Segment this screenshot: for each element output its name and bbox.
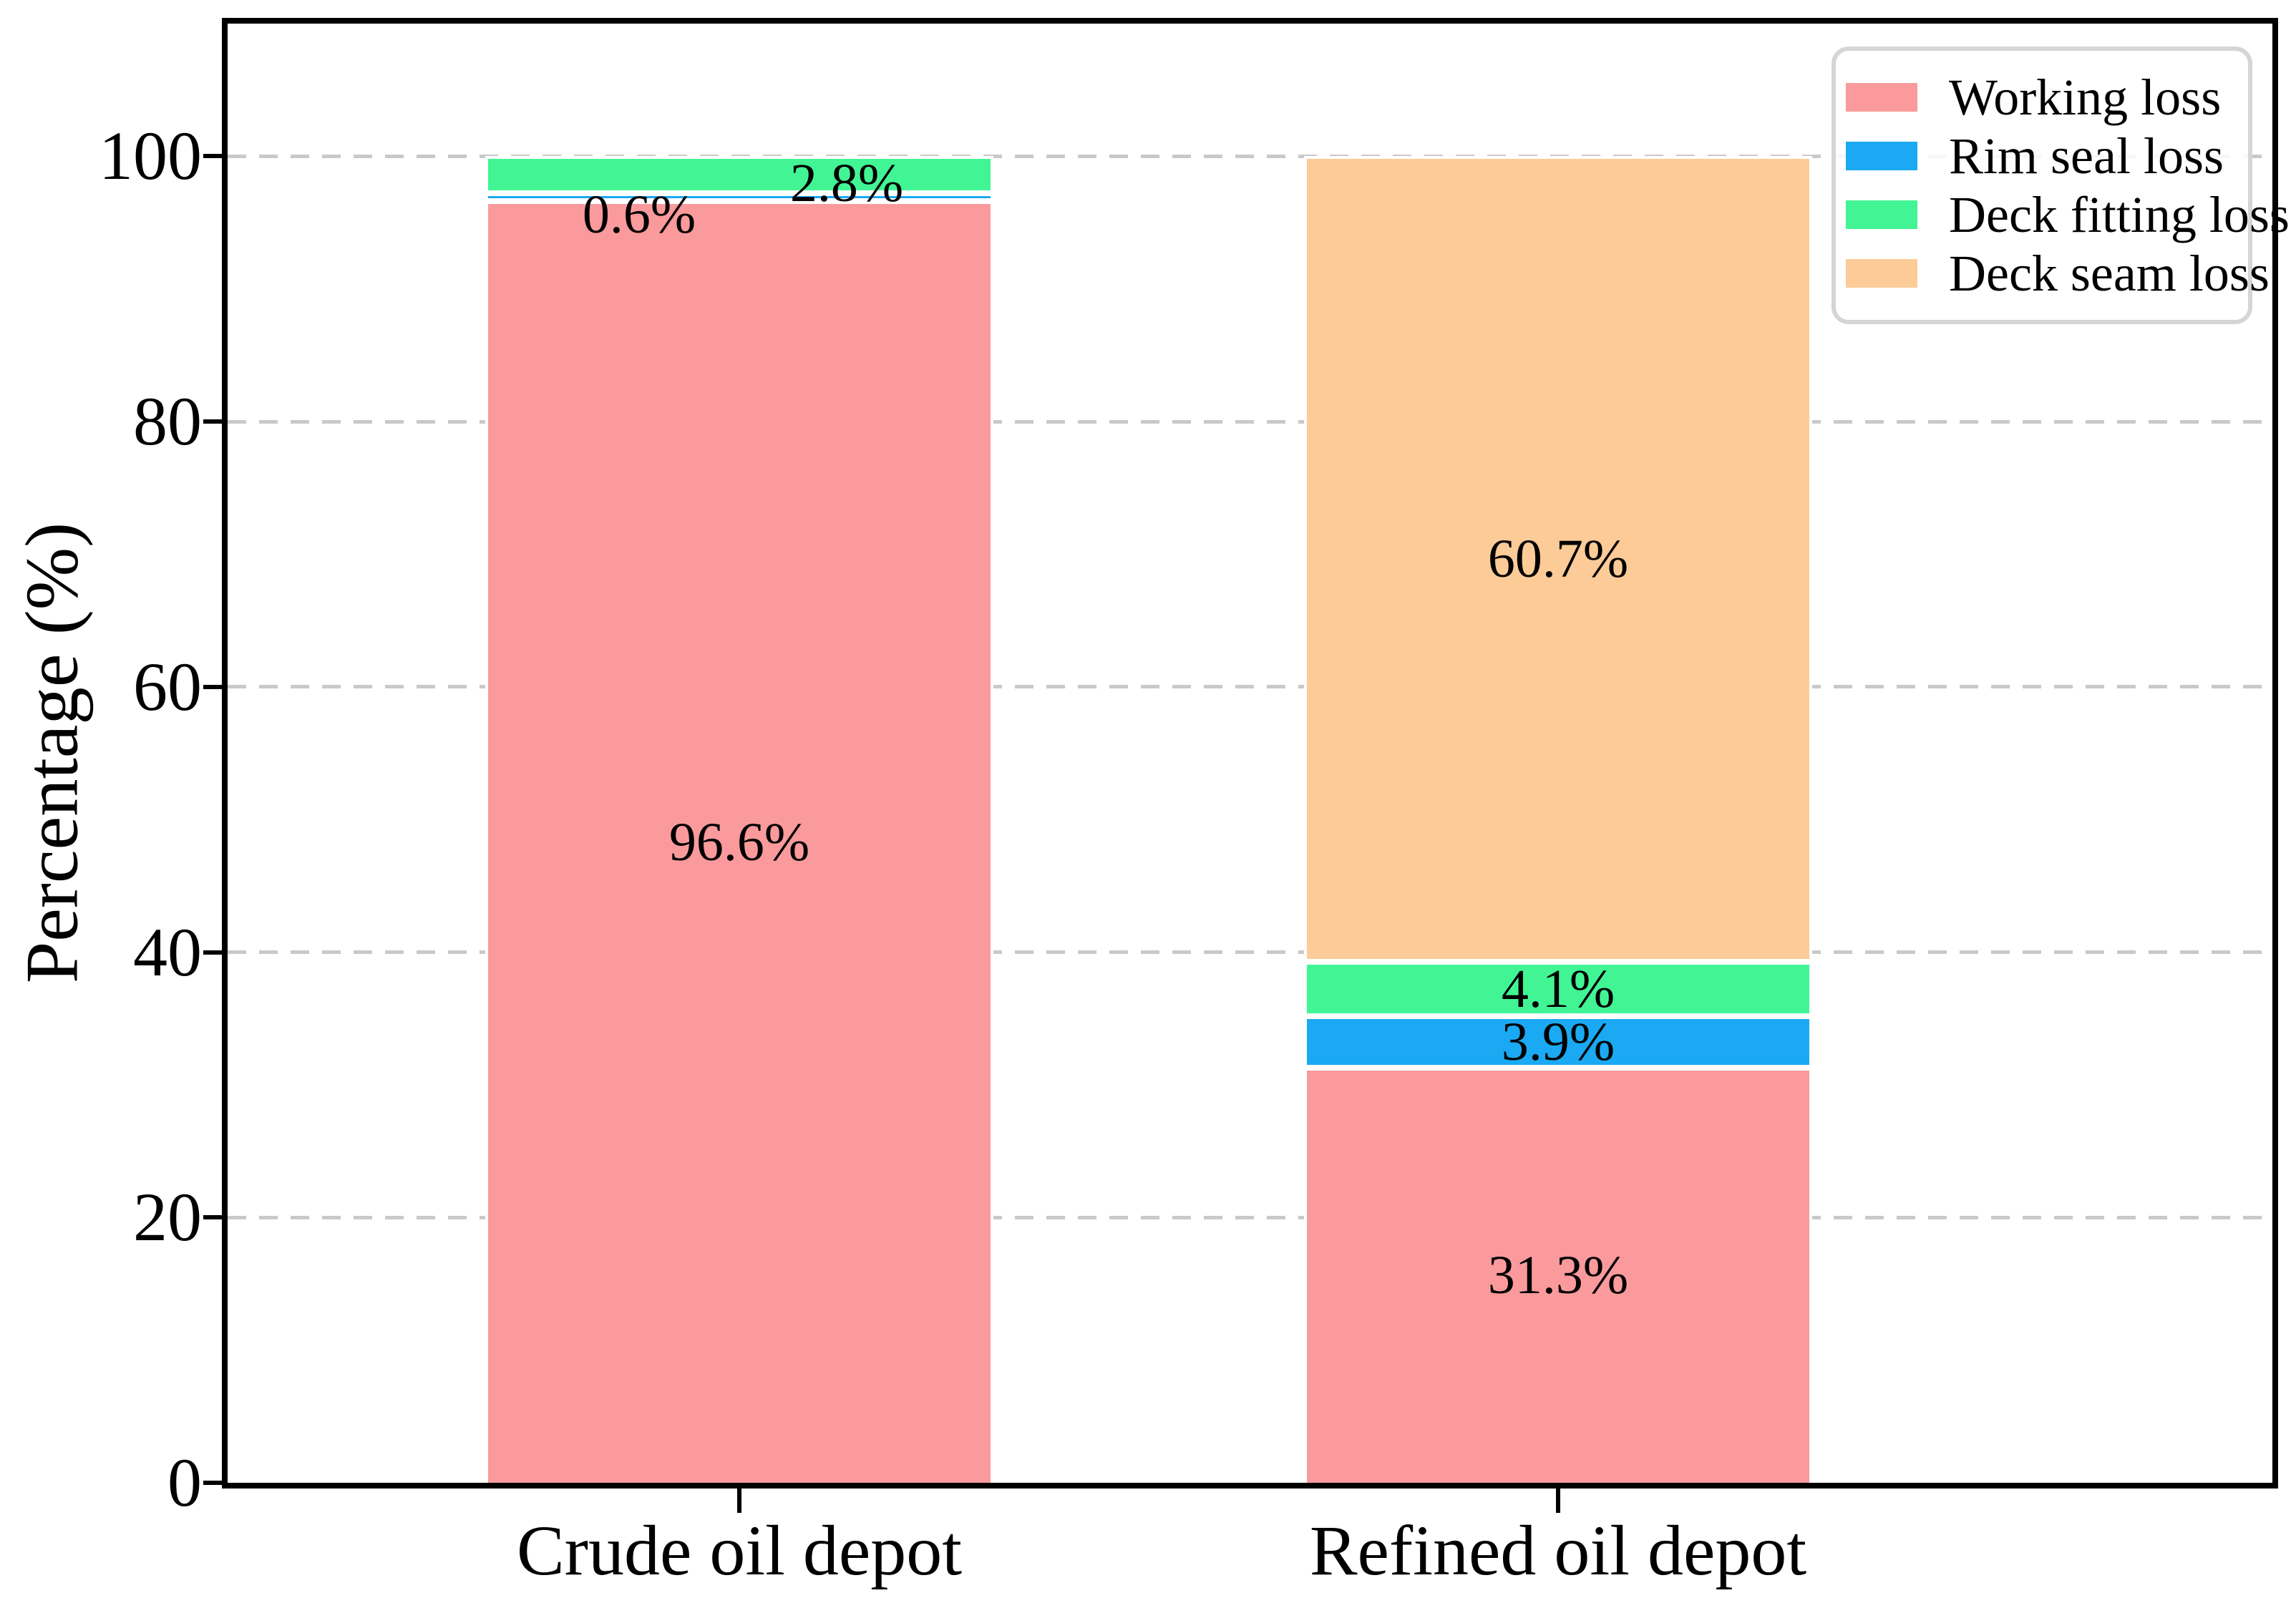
x-tick-mark-0	[737, 1489, 741, 1513]
bar-segment-rim-seal-loss	[485, 193, 993, 202]
bar-value-label: 31.3%	[1487, 1244, 1629, 1305]
legend-label: Working loss	[1949, 69, 2222, 126]
gridline-y-100	[228, 154, 2272, 158]
bar-value-label: 3.9%	[1501, 1011, 1615, 1072]
y-tick-label-20: 20	[133, 1179, 202, 1256]
legend-row: Deck seam loss	[1846, 244, 2270, 303]
legend-swatch-deck-seam-loss	[1846, 259, 1917, 288]
y-tick-label-100: 100	[99, 117, 202, 195]
bar-segment-rim-seal-loss	[1304, 1015, 1812, 1068]
legend-label: Deck fitting loss	[1949, 186, 2290, 243]
bar-segment-working-loss	[485, 201, 993, 1483]
gridline-y-20	[228, 1215, 2272, 1219]
legend-row: Working loss	[1846, 68, 2241, 127]
gridline-y-60	[228, 685, 2272, 689]
bar-value-label: 0.6%	[582, 184, 696, 245]
legend-swatch-working-loss	[1846, 83, 1917, 112]
x-tick-mark-1	[1556, 1489, 1560, 1513]
legend-row: Deck fitting loss	[1846, 185, 2290, 244]
bar-segment-working-loss	[1304, 1067, 1812, 1483]
bar-segment-deck-seam-loss	[1304, 156, 1812, 962]
y-axis-title: Percentage (%)	[9, 522, 94, 984]
legend-label: Rim seal loss	[1949, 127, 2224, 185]
y-tick-label-60: 60	[133, 648, 202, 725]
y-tick-label-40: 40	[133, 913, 202, 990]
y-tick-label-0: 0	[167, 1444, 202, 1521]
bar-value-label: 2.8%	[789, 153, 904, 214]
bar-segment-deck-fitting-loss	[485, 156, 993, 194]
bar-value-label: 4.1%	[1501, 958, 1615, 1019]
legend-swatch-deck-fitting-loss	[1846, 200, 1917, 229]
y-tick-label-80: 80	[133, 383, 202, 460]
gridline-y-80	[228, 419, 2272, 424]
x-category-label: Crude oil depot	[516, 1511, 963, 1590]
bar-value-label: 96.6%	[668, 812, 810, 872]
legend-row: Rim seal loss	[1846, 127, 2241, 185]
y-tick-mark-0	[203, 1481, 222, 1485]
x-category-label: Refined oil depot	[1309, 1511, 1807, 1590]
y-tick-mark-80	[203, 419, 222, 424]
y-tick-mark-100	[203, 154, 222, 159]
y-tick-mark-60	[203, 684, 222, 689]
bar-segment-deck-fitting-loss	[1304, 961, 1812, 1016]
gridline-y-40	[228, 950, 2272, 955]
legend-swatch-rim-seal-loss	[1846, 142, 1917, 170]
bar-value-label: 60.7%	[1487, 528, 1629, 589]
legend: Working loss Rim seal loss Deck fitting lo…	[1832, 47, 2290, 324]
y-tick-mark-20	[203, 1215, 222, 1220]
y-tick-mark-40	[203, 950, 222, 955]
legend-label: Deck seam loss	[1949, 245, 2270, 302]
